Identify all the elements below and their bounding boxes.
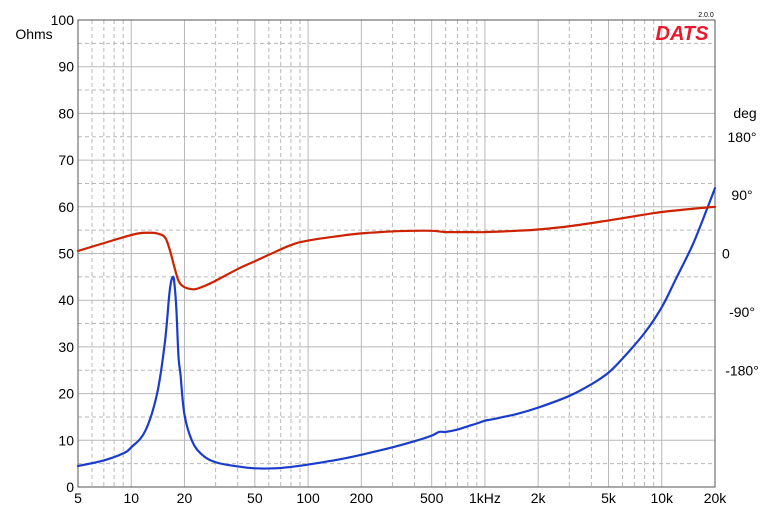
y-left-tick-label: 10 xyxy=(58,432,74,448)
y-right-axis-label: deg xyxy=(733,105,756,121)
y-left-tick-label: 50 xyxy=(58,246,74,262)
axis-labels: 5 10 20 50 100 200 500 1kHz 2k 5k 10k 20k0102030405… xyxy=(51,12,759,506)
y-left-tick-label: 100 xyxy=(51,12,75,28)
x-tick-label: 1kHz xyxy=(469,490,501,506)
y-left-axis-label: Ohms xyxy=(15,26,52,42)
y-right-tick-label: 180° xyxy=(728,129,757,145)
x-tick-label: 10 xyxy=(123,490,139,506)
y-left-tick-label: 60 xyxy=(58,199,74,215)
impedance-curve xyxy=(76,187,717,470)
y-right-tick-label: -180° xyxy=(725,362,759,378)
y-left-tick-label: 80 xyxy=(58,105,74,121)
y-left-tick-label: 0 xyxy=(66,479,74,495)
y-left-tick-label: 30 xyxy=(58,339,74,355)
x-tick-label: 2k xyxy=(531,490,547,506)
x-tick-label: 5 xyxy=(74,490,82,506)
y-right-tick-label: -90° xyxy=(729,304,755,320)
phase-curve xyxy=(76,205,717,291)
x-tick-label: 100 xyxy=(296,490,320,506)
x-tick-label: 20 xyxy=(177,490,193,506)
y-left-tick-label: 90 xyxy=(58,59,74,75)
y-left-tick-label: 70 xyxy=(58,152,74,168)
x-tick-label: 50 xyxy=(247,490,263,506)
y-left-tick-label: 40 xyxy=(58,292,74,308)
series-layer xyxy=(76,187,717,470)
x-tick-label: 10k xyxy=(650,490,674,506)
grid xyxy=(77,19,716,488)
y-right-tick-label: 90° xyxy=(731,187,752,203)
dats-logo-text: DATS xyxy=(656,23,710,45)
x-tick-label: 500 xyxy=(420,490,444,506)
plot-frame xyxy=(77,19,716,488)
x-tick-label: 200 xyxy=(350,490,374,506)
y-left-tick-label: 20 xyxy=(58,386,74,402)
y-right-tick-label: 0 xyxy=(722,246,730,262)
x-tick-label: 5k xyxy=(601,490,617,506)
dats-version: 2.0.0 xyxy=(698,12,714,19)
x-tick-label: 20k xyxy=(704,490,728,506)
dats-logo: DATS 2.0.0 xyxy=(656,12,714,45)
